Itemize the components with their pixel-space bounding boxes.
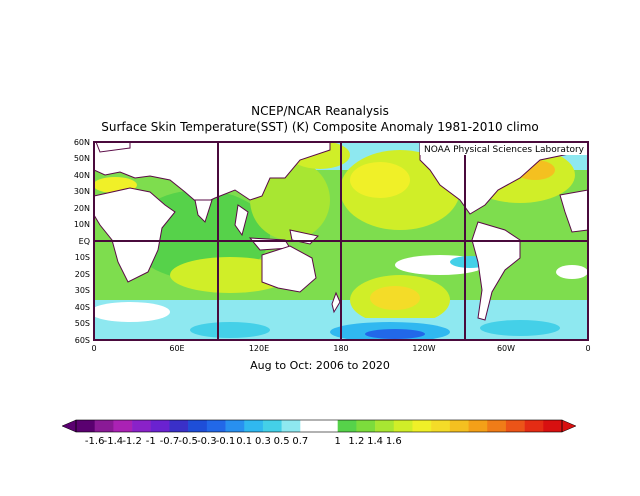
- colorbar-arrow-right: [561, 419, 577, 433]
- lon-label-120w: 120W: [412, 344, 435, 353]
- lat-label-20n: 20N: [74, 204, 90, 213]
- colorbar-cell: [468, 420, 488, 432]
- colorbar-label: 1.4: [367, 436, 383, 447]
- lat-label-40s: 40S: [75, 303, 90, 312]
- colorbar-label: 0.7: [292, 436, 308, 447]
- colorbar-cell: [393, 420, 413, 432]
- lon-label-60w: 60W: [497, 344, 515, 353]
- lon-label-120e: 120E: [249, 344, 269, 353]
- sst-anomaly-map: NOAA Physical Sciences Laboratory 60N 50…: [74, 138, 591, 353]
- colorbar-cell: [412, 420, 432, 432]
- lat-label-30s: 30S: [75, 286, 90, 295]
- time-period-label: Aug to Oct: 2006 to 2020: [250, 359, 390, 372]
- colorbar-cell: [431, 420, 451, 432]
- colorbar-label: 0.5: [274, 436, 290, 447]
- lat-label-50s: 50S: [75, 319, 90, 328]
- lon-label-0-end: 0: [585, 344, 590, 353]
- colorbar-cell: [543, 420, 563, 432]
- colorbar-cell: [375, 420, 395, 432]
- colorbar-cell: [505, 420, 525, 432]
- colorbar-cell: [225, 420, 245, 432]
- colorbar-arrow-left: [61, 419, 77, 433]
- lat-label-eq: EQ: [79, 237, 90, 246]
- colorbar-cell: [300, 420, 320, 432]
- colorbar-cell: [337, 420, 357, 432]
- colorbar-label: 1.6: [386, 436, 402, 447]
- colorbar-label: -1.6: [85, 436, 105, 447]
- colorbar-label: -0.5: [178, 436, 198, 447]
- colorbar-cell: [262, 420, 282, 432]
- colorbar-cell: [188, 420, 208, 432]
- colorbar-cell: [94, 420, 114, 432]
- lon-label-60e: 60E: [169, 344, 184, 353]
- colorbar-cell: [449, 420, 469, 432]
- colorbar-label: -1.4: [104, 436, 124, 447]
- lon-label-180: 180: [333, 344, 348, 353]
- lat-label-20s: 20S: [75, 270, 90, 279]
- lat-label-60s: 60S: [75, 336, 90, 345]
- lat-label-30n: 30N: [74, 187, 90, 196]
- colorbar-cell: [150, 420, 170, 432]
- colorbar-label: 0.3: [255, 436, 271, 447]
- map-title: NCEP/NCAR Reanalysis: [251, 104, 389, 118]
- colorbar-label: -1: [146, 436, 156, 447]
- colorbar-label: 0.1: [236, 436, 252, 447]
- colorbar-label: 1.2: [348, 436, 364, 447]
- colorbar-cell: [281, 420, 301, 432]
- colorbar-cell: [206, 420, 226, 432]
- credit-label: NOAA Physical Sciences Laboratory: [424, 145, 585, 155]
- lat-label-50n: 50N: [74, 154, 90, 163]
- colorbar-label: -0.3: [197, 436, 217, 447]
- colorbar-cell: [319, 420, 338, 432]
- lat-label-40n: 40N: [74, 171, 90, 180]
- colorbar-cell: [76, 420, 95, 432]
- colorbar-cell: [113, 420, 133, 432]
- lon-label-0: 0: [91, 344, 96, 353]
- lat-label-10s: 10S: [75, 253, 90, 262]
- colorbar-frame: [75, 419, 563, 433]
- colorbar-cell: [132, 420, 152, 432]
- colorbar-cell: [169, 420, 189, 432]
- colorbar-cell: [487, 420, 507, 432]
- colorbar-cell: [356, 420, 376, 432]
- colorbar-label: 1: [335, 436, 341, 447]
- lat-label-10n: 10N: [74, 220, 90, 229]
- lat-label-60n: 60N: [74, 138, 90, 147]
- colorbar-cell: [524, 420, 544, 432]
- colorbar-label: -0.1: [216, 436, 236, 447]
- colorbar-label: -0.7: [160, 436, 180, 447]
- colorbar-label: -1.2: [122, 436, 142, 447]
- colorbar-cell: [244, 420, 264, 432]
- map-subtitle: Surface Skin Temperature(SST) (K) Compos…: [101, 120, 539, 134]
